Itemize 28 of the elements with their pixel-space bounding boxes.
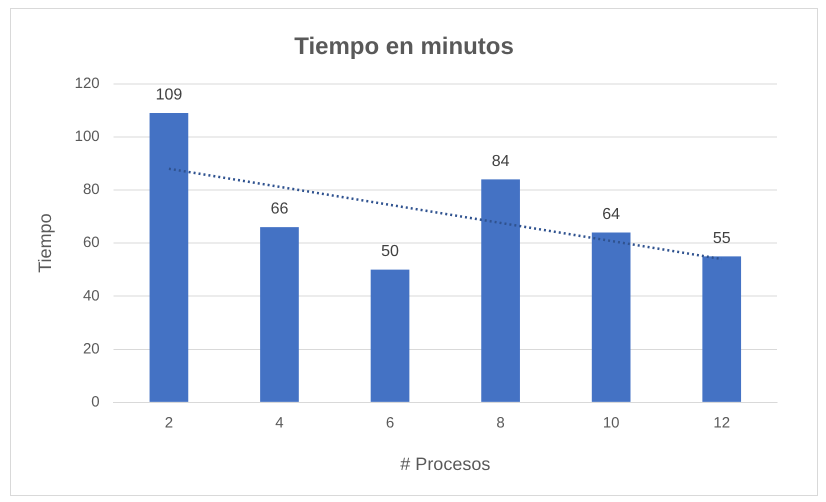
y-tick-label: 40 (82, 287, 100, 304)
bar (150, 113, 188, 402)
x-tick-label: 6 (386, 414, 394, 432)
chart-title: Tiempo en minutos (294, 33, 514, 60)
x-axis-title: # Procesos (400, 454, 490, 474)
y-tick-label: 20 (82, 340, 100, 358)
bar (481, 179, 520, 402)
x-tick-label: 12 (713, 414, 730, 432)
y-tick-label: 60 (82, 234, 100, 252)
data-label: 84 (492, 152, 510, 170)
data-label: 109 (156, 86, 182, 104)
y-axis-title: Tiempo (34, 213, 55, 273)
x-tick-label: 4 (275, 414, 284, 432)
data-label: 66 (270, 200, 288, 218)
x-tick-label: 2 (164, 414, 174, 432)
y-tick-label: 80 (82, 181, 100, 198)
bar (370, 270, 410, 402)
y-tick-label: 120 (74, 74, 100, 92)
x-tick-label: 8 (496, 414, 505, 432)
bar (702, 256, 742, 402)
data-label: 55 (712, 230, 731, 247)
y-tick-label: 0 (91, 394, 100, 411)
bar (260, 227, 299, 402)
x-tick-label: 10 (602, 414, 620, 432)
data-label: 64 (602, 206, 620, 223)
data-label: 50 (381, 243, 400, 260)
bar (592, 232, 631, 402)
y-tick-label: 100 (74, 128, 100, 146)
